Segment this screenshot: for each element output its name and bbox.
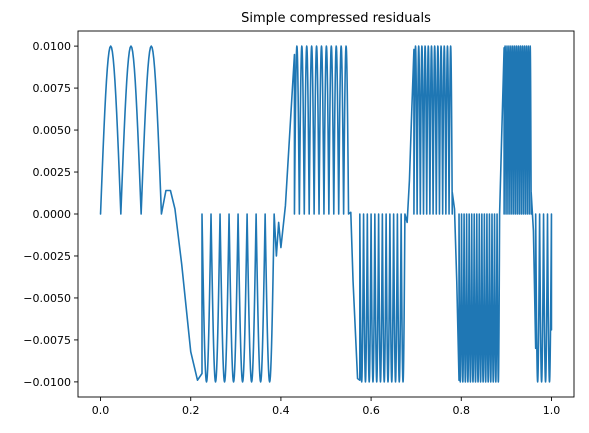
x-tick-label: 0.0	[92, 404, 110, 417]
x-tick-label: 0.8	[453, 404, 471, 417]
y-tick-label: −0.0100	[23, 376, 71, 389]
y-tick-label: 0.0025	[33, 166, 72, 179]
x-tick-label: 0.2	[182, 404, 200, 417]
y-tick-label: 0.0000	[33, 208, 72, 221]
chart-title: Simple compressed residuals	[241, 11, 431, 26]
y-tick-label: −0.0025	[23, 250, 71, 263]
y-tick-label: 0.0100	[33, 40, 72, 53]
x-tick-label: 0.6	[362, 404, 380, 417]
y-tick-label: −0.0050	[23, 292, 71, 305]
y-tick-label: 0.0050	[33, 124, 72, 137]
y-axis-ticks: −0.0100 −0.0075 −0.0050 −0.0025 0.0000 0.0025…	[23, 40, 78, 389]
x-axis-ticks: 0.0 0.2 0.4 0.6 0.8 1.0	[92, 397, 560, 417]
plot-frame	[77, 30, 575, 398]
series-line	[99, 45, 553, 383]
y-tick-label: −0.0075	[23, 334, 71, 347]
y-tick-label: 0.0075	[33, 82, 72, 95]
x-tick-label: 1.0	[543, 404, 561, 417]
series-layer	[99, 45, 553, 383]
x-tick-label: 0.4	[272, 404, 290, 417]
